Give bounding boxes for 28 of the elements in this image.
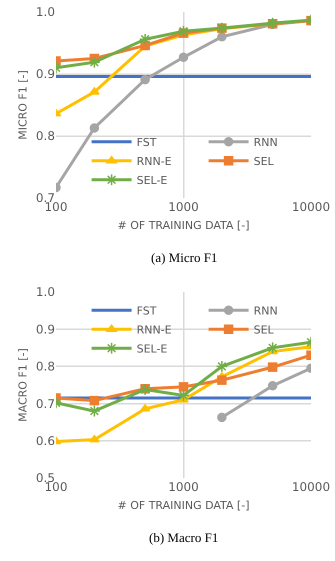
y-axis-title: MICRO F1 [-]: [16, 70, 30, 140]
y-axis-title: MACRO F1 [-]: [16, 348, 30, 422]
legend-label: FST: [136, 304, 157, 318]
y-tick-label: 0.8: [36, 360, 55, 374]
y-tick-label: 0.9: [36, 322, 55, 336]
legend-label: SEL: [254, 324, 275, 337]
legend-label: FST: [136, 136, 157, 150]
y-tick-label: 1.0: [36, 5, 55, 20]
y-tick-label: 0.8: [36, 129, 55, 144]
x-tick-label: 10000: [292, 200, 330, 214]
x-axis-title: # OF TRAINING DATA [-]: [118, 499, 250, 512]
legend-label: RNN: [254, 304, 278, 318]
text: (a) Micro F1: [151, 250, 218, 265]
legend-label: SEL-E: [136, 174, 168, 188]
legend-label: RNN: [254, 136, 278, 150]
y-tick-label: 0.7: [36, 396, 55, 411]
x-axis-title: # OF TRAINING DATA [-]: [118, 219, 250, 232]
y-tick-label: 0.9: [36, 67, 55, 82]
y-tick-label: 1.0: [36, 285, 55, 300]
text: (b) Macro F1: [149, 530, 218, 545]
legend-label: RNN-E: [136, 155, 172, 168]
y-tick-label: 0.6: [36, 434, 55, 448]
legend-label: SEL: [254, 155, 275, 168]
x-tick-label: 1000: [168, 480, 199, 494]
x-tick-label: 1000: [168, 200, 199, 214]
legend-label: SEL-E: [136, 342, 168, 356]
x-tick-label: 10000: [292, 480, 330, 494]
legend-label: RNN-E: [136, 324, 172, 337]
